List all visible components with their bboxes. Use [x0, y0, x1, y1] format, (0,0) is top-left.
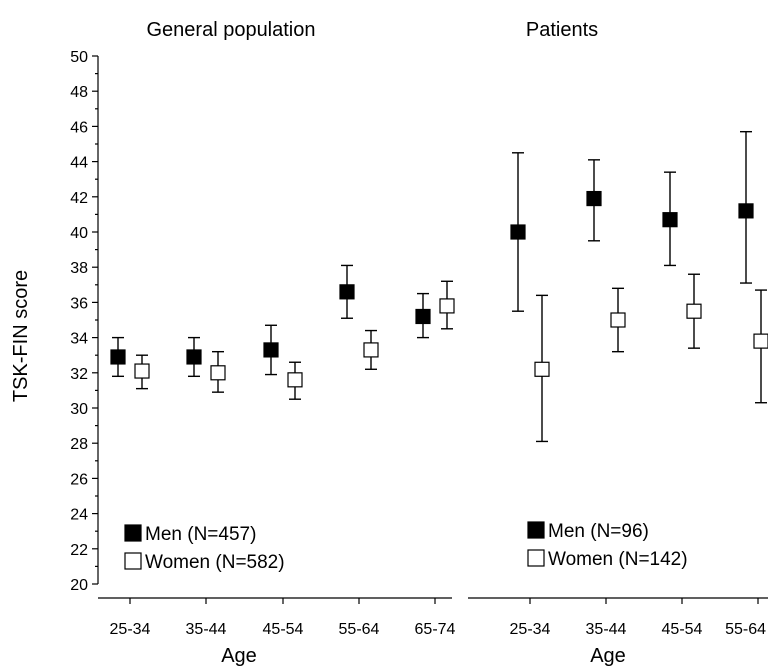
x-tick-label: 35-44: [186, 621, 227, 638]
y-tick-label: 42: [70, 190, 88, 207]
y-tick-label: 28: [70, 436, 88, 453]
y-tick-label: 22: [70, 542, 88, 559]
data-point-men: [738, 203, 754, 219]
data-point-men: [415, 308, 431, 325]
data-point-women: [753, 333, 768, 349]
y-axis-title: TSK-FIN score: [10, 270, 32, 402]
panel-title-patients: Patients: [526, 19, 598, 41]
legend-swatch-men: [124, 524, 142, 542]
y-tick-label: 36: [70, 295, 88, 312]
legend-swatch-women: [124, 552, 142, 570]
y-tick-label: 30: [70, 401, 88, 418]
data-point-women: [439, 298, 455, 314]
panel-patients: Patients Age 25-34 35-44 45-54 55-64 Men (N…: [468, 19, 768, 667]
data-point-women: [287, 372, 303, 388]
x-axis-title-patients: Age: [590, 645, 626, 667]
x-tick-label: 35-44: [586, 621, 627, 638]
data-point-men: [110, 349, 126, 365]
data-point-men: [186, 349, 202, 365]
y-tick-label: 40: [70, 225, 88, 242]
x-tick-label: 55-64: [725, 621, 766, 638]
data-point-men: [263, 342, 279, 358]
legend-swatch-men: [527, 521, 545, 539]
x-axis-title-general: Age: [221, 645, 257, 667]
data-point-women: [363, 342, 379, 358]
y-tick-label: 50: [70, 49, 88, 66]
data-point-women: [534, 361, 550, 377]
y-tick-label: 26: [70, 471, 88, 488]
x-tick-label: 25-34: [510, 621, 551, 638]
data-point-women: [686, 303, 702, 319]
y-tick-label: 34: [70, 331, 88, 348]
y-tick-label: 44: [70, 155, 88, 172]
legend-swatch-women: [527, 549, 545, 567]
data-point-women: [210, 365, 226, 381]
x-tick-label: 25-34: [110, 621, 151, 638]
y-tick-label: 46: [70, 119, 88, 136]
y-tick-label: 20: [70, 577, 88, 594]
legend-label-women: Women (N=582): [145, 552, 285, 573]
y-tick-label: 24: [70, 507, 88, 524]
y-tick-label: 48: [70, 84, 88, 101]
legend-label-women: Women (N=142): [548, 549, 688, 570]
y-tick-label: 38: [70, 260, 88, 277]
y-tick-label: 32: [70, 366, 88, 383]
x-tick-label: 45-54: [662, 621, 703, 638]
data-point-women: [610, 312, 626, 328]
panel-title-general: General population: [146, 19, 315, 41]
data-point-men: [662, 212, 678, 228]
data-point-men: [510, 224, 526, 240]
data-point-men: [586, 190, 602, 207]
data-point-men: [339, 284, 355, 300]
data-point-women: [134, 363, 150, 379]
x-tick-label: 65-74: [415, 621, 456, 638]
legend-label-men: Men (N=457): [145, 524, 256, 545]
x-tick-label: 45-54: [263, 621, 304, 638]
legend-label-men: Men (N=96): [548, 521, 649, 542]
x-tick-label: 55-64: [339, 621, 380, 638]
panel-general-population: General population TSK-FIN score Age 20 2…: [10, 19, 456, 667]
